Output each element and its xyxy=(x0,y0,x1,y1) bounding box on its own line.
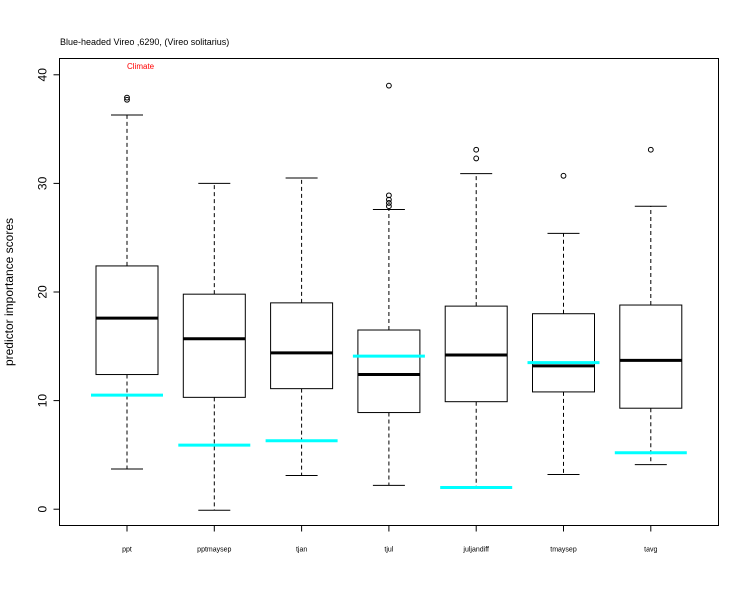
iqr-box xyxy=(619,304,683,409)
x-axis: ppt pptmaysep tjan tjul juljandiff tmaysep tav… xyxy=(122,525,658,554)
box-tjan xyxy=(265,177,338,477)
iqr-box xyxy=(357,329,421,414)
outlier-point xyxy=(473,155,480,162)
iqr-box xyxy=(182,293,246,398)
iqr-box xyxy=(95,265,159,376)
outlier-point xyxy=(473,146,480,153)
chart-title: Blue-headed Vireo ,6290, (Vireo solitari… xyxy=(60,37,229,47)
outlier-point xyxy=(647,146,654,153)
y-tick-label: 20 xyxy=(36,285,50,299)
iqr-box xyxy=(270,302,334,390)
climate-annotation: Climate xyxy=(127,62,155,71)
x-tick-label: juljandiff xyxy=(462,547,489,554)
outlier-point xyxy=(386,192,392,199)
outlier-point xyxy=(124,94,130,101)
x-tick-label: tjan xyxy=(296,547,307,554)
box-tavg xyxy=(614,146,687,466)
box-tjul xyxy=(352,82,425,486)
boxes xyxy=(91,82,687,511)
x-tick-label: tavg xyxy=(644,547,657,554)
box-tmaysep xyxy=(527,172,600,475)
outlier-point xyxy=(560,172,567,179)
y-tick-label: 10 xyxy=(36,394,50,408)
outlier-point xyxy=(386,82,392,89)
y-tick-label: 40 xyxy=(36,68,50,82)
x-tick-label: pptmaysep xyxy=(197,547,231,554)
y-axis: 0 10 20 30 40 xyxy=(36,68,60,513)
outlier-point xyxy=(386,203,392,210)
y-axis-label: predictor importance scores xyxy=(2,218,16,366)
y-tick-label: 0 xyxy=(36,506,50,513)
x-tick-label: ppt xyxy=(122,547,132,554)
iqr-box xyxy=(532,313,595,393)
outlier-point xyxy=(124,96,130,103)
y-tick-label: 30 xyxy=(36,176,50,190)
box-pptmaysep xyxy=(178,182,251,511)
x-tick-label: tmaysep xyxy=(550,547,577,554)
box-ppt xyxy=(91,94,163,470)
outlier-point xyxy=(386,200,392,206)
x-tick-label: tjul xyxy=(384,547,393,554)
box-juljandiff xyxy=(440,146,513,489)
